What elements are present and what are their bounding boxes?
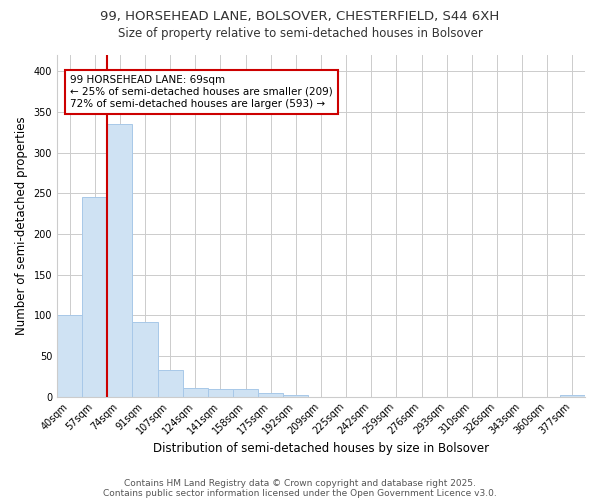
- X-axis label: Distribution of semi-detached houses by size in Bolsover: Distribution of semi-detached houses by …: [153, 442, 489, 455]
- Bar: [208, 390, 233, 396]
- Bar: [258, 394, 283, 396]
- Bar: [82, 196, 107, 396]
- Text: 99 HORSEHEAD LANE: 69sqm
← 25% of semi-detached houses are smaller (209)
72% of : 99 HORSEHEAD LANE: 69sqm ← 25% of semi-d…: [70, 76, 333, 108]
- Bar: [133, 322, 158, 396]
- Text: 99, HORSEHEAD LANE, BOLSOVER, CHESTERFIELD, S44 6XH: 99, HORSEHEAD LANE, BOLSOVER, CHESTERFIE…: [100, 10, 500, 23]
- Bar: [107, 124, 133, 396]
- Bar: [233, 390, 258, 396]
- Bar: [57, 316, 82, 396]
- Text: Contains HM Land Registry data © Crown copyright and database right 2025.: Contains HM Land Registry data © Crown c…: [124, 478, 476, 488]
- Bar: [158, 370, 183, 396]
- Bar: [283, 395, 308, 396]
- Text: Size of property relative to semi-detached houses in Bolsover: Size of property relative to semi-detach…: [118, 28, 482, 40]
- Bar: [183, 388, 208, 396]
- Y-axis label: Number of semi-detached properties: Number of semi-detached properties: [15, 116, 28, 335]
- Bar: [560, 395, 585, 396]
- Text: Contains public sector information licensed under the Open Government Licence v3: Contains public sector information licen…: [103, 488, 497, 498]
